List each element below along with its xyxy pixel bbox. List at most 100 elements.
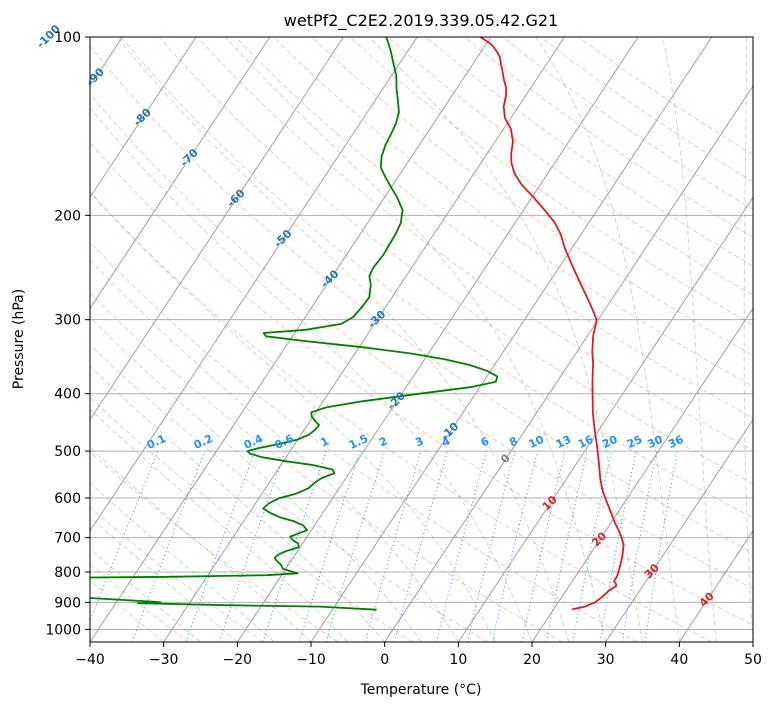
mixing-ratio-line <box>572 450 612 642</box>
isotherm-line <box>90 37 418 532</box>
mixing-ratio-line <box>364 450 422 642</box>
x-tick-label: −30 <box>149 652 179 668</box>
mixing-ratio-line <box>185 450 256 642</box>
isotherm-label: -30 <box>365 308 388 331</box>
mixing-ratio-line <box>521 450 566 642</box>
dry-adiabat <box>90 191 712 642</box>
moist-adiabat <box>90 516 238 642</box>
mixing-ratio-label: 20 <box>600 433 620 451</box>
y-tick-label: 800 <box>54 565 81 581</box>
mixing-ratio-label: 25 <box>625 433 644 451</box>
dry-adiabat <box>311 37 753 356</box>
x-tick-label: 10 <box>449 652 467 668</box>
isotherm-label: -50 <box>271 227 294 250</box>
isotherm-line <box>531 307 753 642</box>
isotherm-line <box>457 196 753 642</box>
dry-adiabat <box>349 37 753 326</box>
y-tick-label: 1000 <box>45 622 81 638</box>
isotherm-label: 30 <box>642 561 662 581</box>
mixing-ratio-label: 8 <box>507 434 519 449</box>
mixing-ratio-label: 13 <box>554 433 573 451</box>
mixing-ratio-label: 0.4 <box>242 432 265 452</box>
isotherm-line <box>90 37 197 199</box>
isotherm-lines <box>90 37 753 642</box>
x-tick-label: 40 <box>670 652 688 668</box>
dry-adiabat <box>234 37 753 419</box>
isotherm-label: -20 <box>385 389 408 412</box>
mixing-ratio-lines <box>90 450 678 642</box>
x-tick-label: 50 <box>744 652 762 668</box>
dry-adiabat <box>120 37 753 519</box>
pressure-gridlines <box>90 36 753 630</box>
mixing-ratio-label: 0.2 <box>192 432 215 452</box>
dry-adiabat <box>90 344 488 642</box>
mixing-ratio-label: 16 <box>576 433 596 451</box>
isotherm-label: -90 <box>84 65 107 88</box>
y-tick-label: 700 <box>54 531 81 547</box>
moist-adiabat <box>743 37 753 642</box>
isotherm-line <box>605 418 753 642</box>
mixing-ratio-line <box>491 450 539 642</box>
moist-adiabat <box>535 37 680 642</box>
dry-adiabat <box>90 563 190 642</box>
moist-adiabat <box>368 37 643 642</box>
isotherm-label: -60 <box>224 186 247 209</box>
isotherm-line <box>384 85 753 642</box>
moist-adiabat <box>90 365 386 642</box>
y-tick-label: 900 <box>54 595 81 611</box>
dewpoint-profile <box>90 37 499 611</box>
y-tick-label: 500 <box>54 444 81 460</box>
isotherm-line <box>163 37 565 642</box>
mixing-ratio-line <box>393 450 449 642</box>
isotherm-line <box>90 37 271 310</box>
mixing-ratio-label: 10 <box>527 433 547 451</box>
dry-adiabat <box>90 506 264 642</box>
y-axis-label: Pressure (hPa) <box>11 289 27 389</box>
mixing-ratio-line <box>467 450 516 642</box>
mixing-ratio-label: 0.1 <box>145 432 168 452</box>
moist-adiabat <box>90 259 459 642</box>
moist-adiabat <box>90 482 275 642</box>
dry-adiabat <box>425 37 753 267</box>
x-tick-label: 20 <box>523 652 541 668</box>
mixing-ratio-line <box>218 450 287 642</box>
moist-adiabat <box>116 37 570 642</box>
y-tick-label: 400 <box>54 387 81 403</box>
mixing-ratio-label: 3 <box>413 434 425 449</box>
mixing-ratio-line <box>435 450 487 642</box>
mixing-ratio-line <box>262 450 327 642</box>
isotherm-label: 0 <box>498 451 513 466</box>
dry-adiabat <box>90 142 753 626</box>
dry-adiabat <box>90 93 753 590</box>
isotherm-line <box>90 37 344 421</box>
isotherm-line <box>236 37 639 642</box>
moist-adiabat <box>90 408 349 642</box>
mixing-ratio-line <box>298 450 361 642</box>
plot-frame <box>89 36 754 643</box>
mixing-ratio-label: 1.5 <box>347 432 370 452</box>
moist-adiabat <box>90 316 422 642</box>
mixing-ratio-label: 36 <box>666 433 686 451</box>
moist-adiabat <box>662 37 717 642</box>
x-axis-ticks: −40 −30 −20 −10 0 10 20 30 40 50 <box>75 642 762 668</box>
chart-title: wetPf2_C2E2.2019.339.05.42.G21 <box>284 11 558 31</box>
isotherm-line <box>310 37 713 642</box>
y-tick-label: 600 <box>54 491 81 507</box>
isotherm-label: -40 <box>318 267 341 290</box>
dry-adiabat <box>273 37 753 387</box>
isotherm-line <box>678 529 753 642</box>
x-axis-label: Temperature (°C) <box>360 682 482 698</box>
mixing-ratio-line <box>90 450 159 623</box>
y-axis-ticks: 100 200 300 400 500 600 700 800 900 1000 <box>45 30 90 638</box>
sounding-profiles <box>90 37 625 611</box>
isotherm-label: -70 <box>178 146 201 169</box>
moist-adiabat <box>90 107 533 642</box>
mixing-ratio-label: 2 <box>377 434 389 449</box>
dry-adiabat <box>387 37 753 296</box>
moist-adiabat <box>90 548 201 642</box>
isotherm-label: 40 <box>697 589 717 609</box>
moist-adiabats <box>90 37 753 642</box>
isotherm-label: 10 <box>540 493 560 513</box>
temperature-profile <box>479 37 625 611</box>
moist-adiabat <box>90 191 496 642</box>
